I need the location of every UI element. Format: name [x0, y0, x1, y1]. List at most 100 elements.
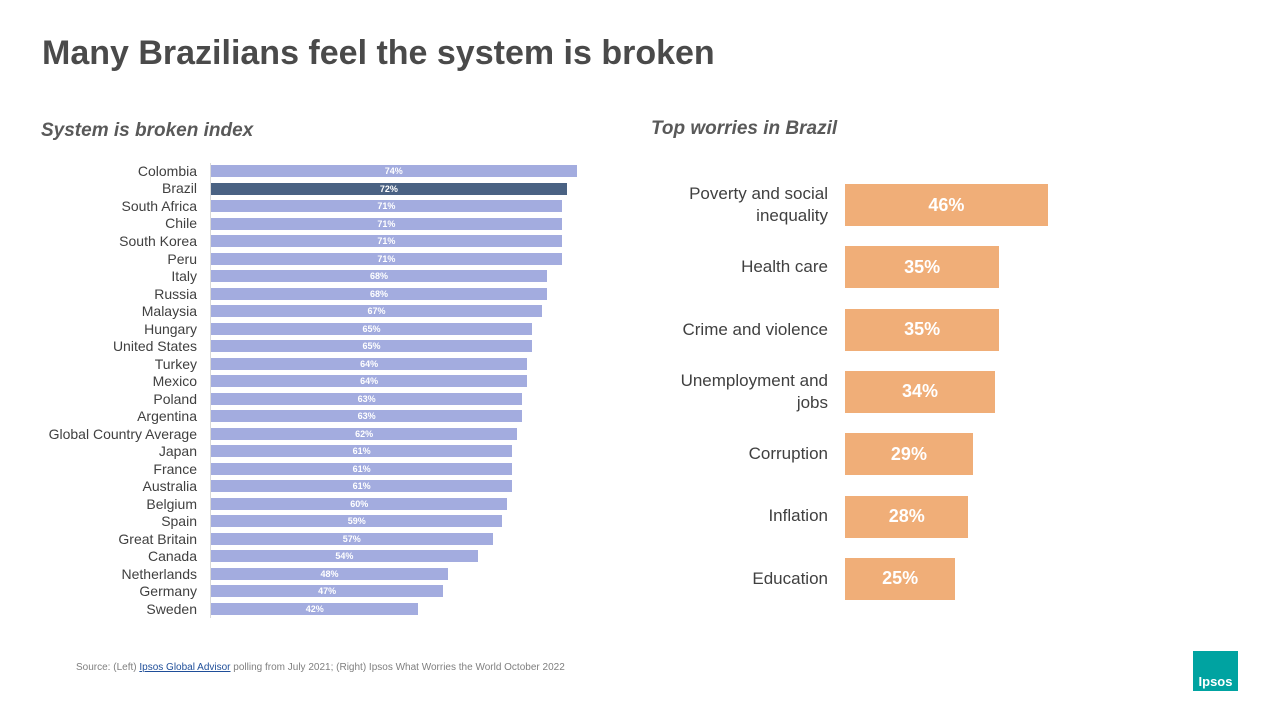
bar: [211, 182, 567, 195]
source-text: polling from July 2021; (Right) Ipsos Wh…: [230, 662, 565, 673]
axis-line: [210, 163, 211, 618]
value-label: 28%: [888, 506, 925, 526]
bar: [211, 603, 419, 615]
bar: [211, 585, 444, 598]
category-label: Corruption: [748, 444, 828, 464]
category-label: Crime and violence: [682, 319, 828, 339]
bar: [211, 445, 513, 458]
value-label: 61%: [352, 481, 371, 492]
category-label: Unemployment and jobs: [680, 370, 828, 412]
bar: [845, 370, 995, 413]
bar: [211, 515, 503, 528]
value-label: 63%: [357, 393, 376, 404]
category-label: United States: [112, 338, 197, 355]
source-link[interactable]: Ipsos Global Advisor: [139, 662, 231, 673]
category-label: Brazil: [161, 180, 197, 197]
bar: [211, 252, 562, 265]
bar: [211, 410, 523, 423]
category-label: Health care: [741, 257, 828, 277]
bar: [211, 532, 493, 545]
value-label: 65%: [362, 323, 381, 334]
value-label: 72%: [379, 183, 398, 194]
bar: [211, 340, 533, 353]
bar: [211, 270, 547, 283]
bar: [211, 217, 562, 230]
value-label: 42%: [305, 604, 324, 614]
value-label: 46%: [928, 194, 965, 215]
category-label: Italy: [171, 268, 197, 285]
category-label: South Korea: [119, 232, 197, 249]
value-label: 57%: [342, 533, 361, 544]
bar: [211, 550, 478, 563]
bar: [211, 200, 562, 213]
value-label: 25%: [882, 568, 919, 589]
bar: [211, 165, 577, 177]
category-label: Global Country Average: [48, 425, 197, 442]
bar: [211, 305, 542, 318]
category-label: Japan: [158, 443, 197, 460]
value-label: 29%: [890, 443, 927, 464]
value-label: 35%: [904, 319, 941, 340]
category-label: Chile: [165, 215, 197, 232]
bar: [211, 567, 449, 580]
value-label: 71%: [377, 201, 396, 212]
value-label: 60%: [350, 498, 369, 509]
category-label: Education: [752, 568, 828, 588]
value-label: 74%: [384, 166, 403, 176]
value-label: 68%: [369, 271, 388, 282]
bar: [845, 184, 1048, 226]
bar: [211, 392, 523, 405]
chart-title: Top worries in Brazil: [651, 118, 838, 139]
bar: [211, 322, 533, 335]
category-label: Germany: [139, 583, 197, 600]
value-label: 61%: [352, 463, 371, 474]
category-label: Great Britain: [118, 530, 197, 547]
category-label: Australia: [142, 478, 197, 495]
value-label: 48%: [320, 568, 339, 579]
category-label: Sweden: [146, 600, 197, 617]
value-label: 71%: [377, 218, 396, 229]
source-text: Source: (Left): [76, 662, 140, 673]
value-label: 61%: [352, 446, 371, 457]
value-label: 59%: [347, 516, 366, 527]
bar: [211, 357, 528, 370]
value-label: 35%: [904, 256, 941, 277]
category-label: Poverty and social inequality: [689, 183, 828, 225]
value-label: 68%: [369, 288, 388, 299]
category-label: Poland: [153, 390, 197, 407]
bar: [845, 308, 1000, 351]
source-note: Source: (Left) Ipsos Global Advisor poll…: [76, 662, 565, 673]
value-label: 64%: [360, 376, 379, 387]
category-label: Russia: [154, 285, 197, 302]
category-label: Peru: [167, 250, 197, 267]
value-label: 64%: [360, 358, 379, 369]
logo: Ipsos: [1193, 651, 1238, 691]
value-label: 62%: [355, 428, 374, 439]
category-label: France: [153, 460, 197, 477]
bar: [211, 287, 547, 300]
bar: [211, 480, 513, 493]
category-label: Hungary: [144, 320, 197, 337]
bar: [845, 433, 973, 476]
bar: [845, 246, 1000, 289]
category-label: South Africa: [121, 197, 198, 214]
bar: [211, 462, 513, 475]
category-label: Colombia: [137, 162, 197, 179]
bar: [211, 427, 518, 440]
category-label: Netherlands: [121, 565, 198, 582]
value-label: 71%: [377, 253, 396, 264]
value-label: 47%: [318, 586, 337, 597]
bar: [211, 235, 562, 248]
category-label: Mexico: [152, 373, 197, 390]
value-label: 34%: [901, 381, 938, 402]
chart-title: System is broken index: [41, 120, 254, 141]
bar: [845, 557, 956, 600]
category-label: Argentina: [137, 408, 197, 425]
category-label: Malaysia: [141, 303, 197, 320]
bar: [211, 375, 528, 388]
bar: [211, 497, 508, 510]
category-label: Inflation: [768, 506, 828, 526]
category-label: Spain: [161, 513, 197, 530]
value-label: 71%: [377, 236, 396, 247]
